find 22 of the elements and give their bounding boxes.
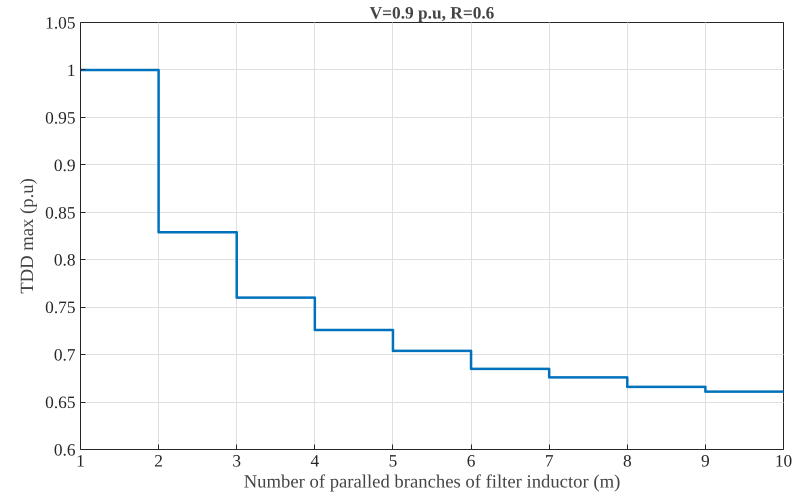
- x-tick-label: 2: [154, 452, 163, 470]
- x-tick-label: 8: [622, 452, 632, 470]
- y-tick-label: 0.8: [54, 250, 76, 270]
- x-tick-label: 7: [544, 452, 554, 470]
- chart-title: V=0.9 p.u, R=0.6: [370, 4, 495, 22]
- x-tick-label: 6: [466, 452, 476, 470]
- y-tick-label: 1: [66, 60, 76, 80]
- x-tick-label: 4: [310, 452, 320, 470]
- x-tick-label: 10: [774, 452, 792, 470]
- y-tick-label: 1.05: [45, 14, 76, 32]
- y-tick-label: 0.7: [54, 346, 76, 365]
- y-tick-label: 0.95: [45, 108, 76, 128]
- y-tick-label: 0.65: [45, 393, 76, 412]
- x-tick-label: 3: [232, 452, 242, 470]
- y-tick-label: 0.9: [54, 156, 76, 175]
- y-tick-label: 0.85: [45, 203, 76, 222]
- x-tick-label: 5: [388, 452, 398, 470]
- x-axis-title: Number of paralled branches of filter inductor (m): [244, 472, 620, 492]
- y-tick-label: 0.6: [54, 440, 76, 460]
- x-tick-label: 9: [701, 452, 710, 470]
- y-axis-title: TDD max (p.u): [17, 178, 38, 294]
- y-tick-label: 0.75: [45, 298, 76, 318]
